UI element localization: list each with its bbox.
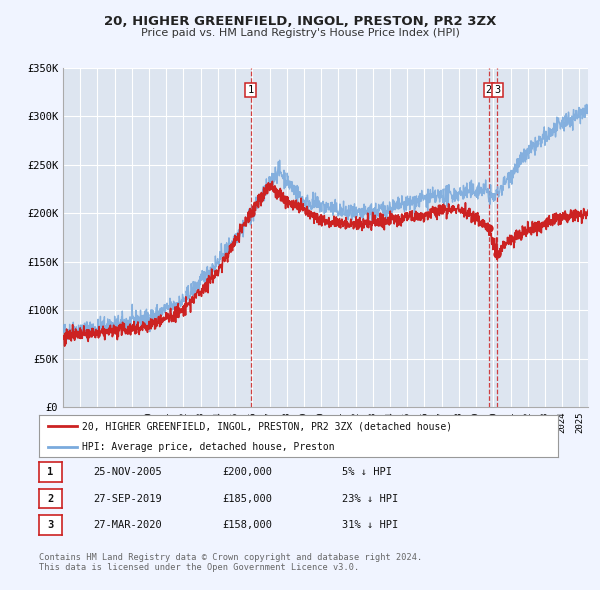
Text: 27-MAR-2020: 27-MAR-2020: [93, 520, 162, 530]
Text: Contains HM Land Registry data © Crown copyright and database right 2024.: Contains HM Land Registry data © Crown c…: [39, 553, 422, 562]
Text: 1: 1: [247, 85, 254, 95]
Text: £200,000: £200,000: [222, 467, 272, 477]
Text: 1: 1: [47, 467, 53, 477]
Text: 20, HIGHER GREENFIELD, INGOL, PRESTON, PR2 3ZX (detached house): 20, HIGHER GREENFIELD, INGOL, PRESTON, P…: [82, 421, 452, 431]
Text: 31% ↓ HPI: 31% ↓ HPI: [342, 520, 398, 530]
Text: 25-NOV-2005: 25-NOV-2005: [93, 467, 162, 477]
Text: 2: 2: [486, 85, 492, 95]
Text: HPI: Average price, detached house, Preston: HPI: Average price, detached house, Pres…: [82, 442, 335, 452]
Text: £185,000: £185,000: [222, 494, 272, 503]
Text: 23% ↓ HPI: 23% ↓ HPI: [342, 494, 398, 503]
Text: This data is licensed under the Open Government Licence v3.0.: This data is licensed under the Open Gov…: [39, 563, 359, 572]
Text: 27-SEP-2019: 27-SEP-2019: [93, 494, 162, 503]
Text: 20, HIGHER GREENFIELD, INGOL, PRESTON, PR2 3ZX: 20, HIGHER GREENFIELD, INGOL, PRESTON, P…: [104, 15, 496, 28]
Text: 3: 3: [494, 85, 500, 95]
Text: £158,000: £158,000: [222, 520, 272, 530]
Text: 3: 3: [47, 520, 53, 530]
Text: Price paid vs. HM Land Registry's House Price Index (HPI): Price paid vs. HM Land Registry's House …: [140, 28, 460, 38]
Text: 5% ↓ HPI: 5% ↓ HPI: [342, 467, 392, 477]
Text: 2: 2: [47, 494, 53, 503]
